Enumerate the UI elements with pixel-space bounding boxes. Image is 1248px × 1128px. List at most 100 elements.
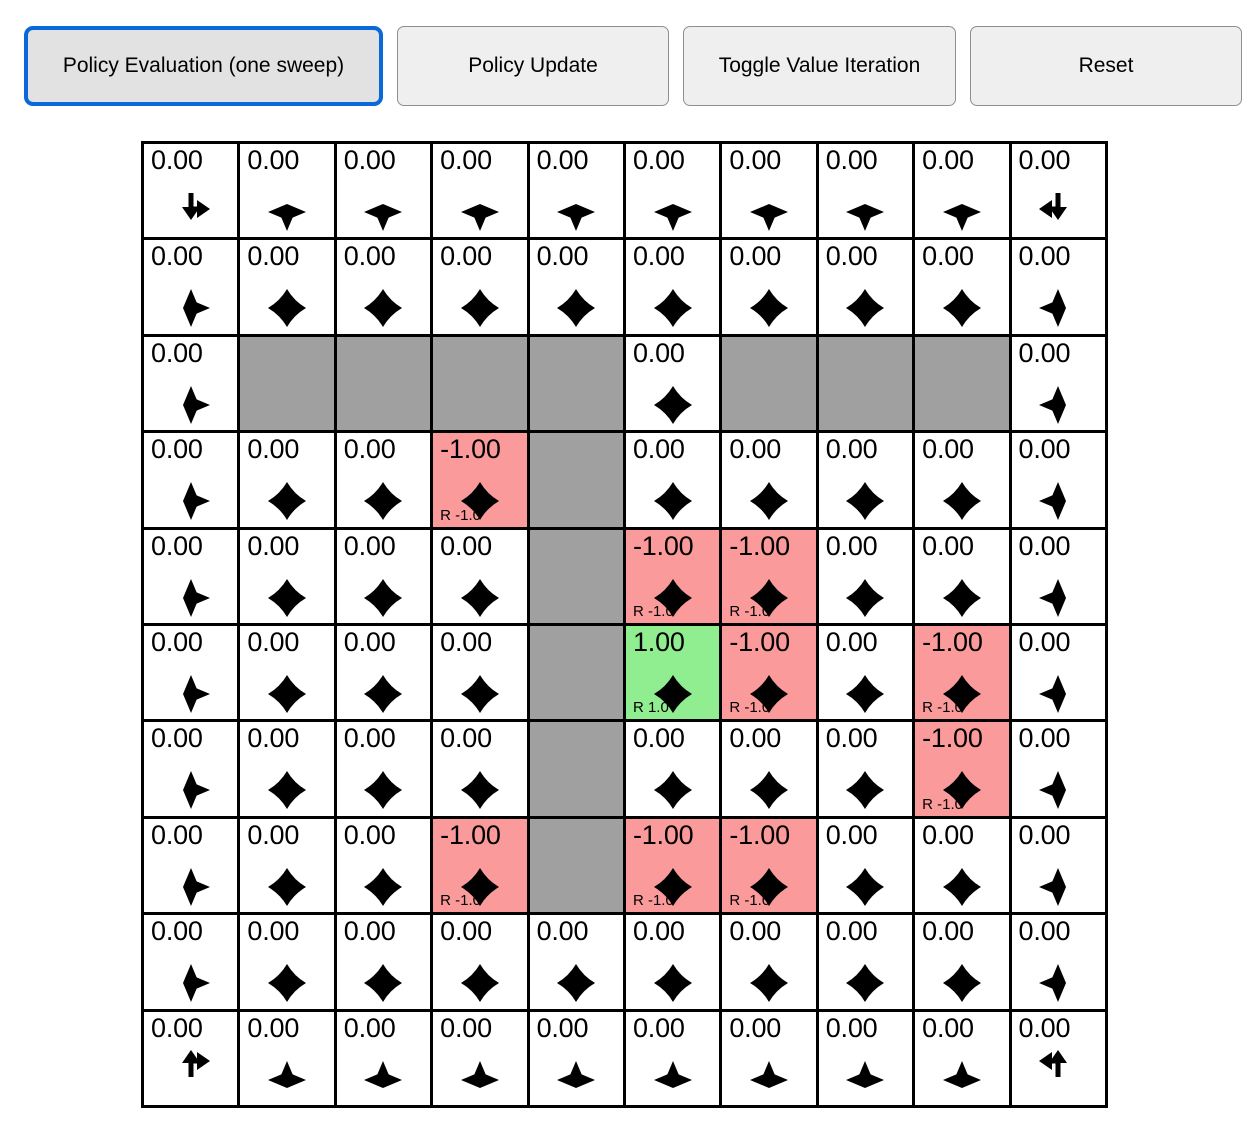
grid-cell[interactable]: 0.00 — [1011, 529, 1108, 626]
grid-cell[interactable]: 0.00 — [144, 915, 241, 1012]
grid-cell[interactable]: 0.00 — [818, 529, 916, 626]
grid-cell-wall[interactable] — [722, 336, 819, 434]
grid-cell[interactable]: 0.00 — [433, 722, 530, 819]
policy-evaluation-button[interactable]: Policy Evaluation (one sweep) — [24, 26, 383, 106]
grid-cell[interactable]: 0.00 — [144, 722, 241, 819]
grid-cell-wall[interactable] — [818, 336, 916, 434]
grid-cell[interactable]: 0.00 — [915, 240, 1012, 337]
grid-cell[interactable]: 0.00 — [240, 625, 337, 723]
grid-cell[interactable]: 0.00 — [722, 722, 819, 819]
grid-cell[interactable]: 0.00 — [818, 144, 916, 241]
grid-cell[interactable]: 0.00 — [915, 433, 1012, 530]
grid-cell-wall[interactable] — [529, 433, 626, 530]
grid-cell[interactable]: 0.00 — [1011, 433, 1108, 530]
grid-cell[interactable]: -1.00 R -1.0 — [915, 722, 1012, 819]
grid-cell-wall[interactable] — [529, 625, 626, 723]
grid-cell[interactable]: 0.00 — [433, 915, 530, 1012]
grid-cell[interactable]: 0.00 — [336, 1011, 434, 1108]
grid-cell[interactable]: 0.00 — [818, 722, 916, 819]
grid-cell[interactable]: 0.00 — [625, 433, 723, 530]
grid-cell[interactable]: 0.00 — [818, 240, 916, 337]
grid-cell[interactable]: 0.00 — [240, 722, 337, 819]
grid-cell[interactable]: 0.00 — [625, 722, 723, 819]
toggle-value-iteration-button[interactable]: Toggle Value Iteration — [683, 26, 956, 106]
grid-cell[interactable]: 0.00 — [240, 529, 337, 626]
grid-cell[interactable]: 0.00 — [144, 144, 241, 241]
grid-cell[interactable]: 0.00 — [336, 818, 434, 916]
grid-cell[interactable]: 0.00 — [722, 240, 819, 337]
grid-cell-wall[interactable] — [529, 336, 626, 434]
grid-cell[interactable]: 0.00 — [915, 144, 1012, 241]
grid-cell[interactable]: 0.00 — [433, 529, 530, 626]
grid-cell[interactable]: 0.00 — [144, 433, 241, 530]
grid-cell[interactable]: 0.00 — [722, 433, 819, 530]
grid-cell[interactable]: 0.00 — [433, 625, 530, 723]
grid-cell[interactable]: 0.00 — [144, 240, 241, 337]
grid-cell[interactable]: 0.00 — [1011, 240, 1108, 337]
grid-cell-wall[interactable] — [529, 818, 626, 916]
grid-cell[interactable]: 0.00 — [240, 240, 337, 337]
grid-cell[interactable]: 0.00 — [144, 818, 241, 916]
grid-cell[interactable]: 0.00 — [1011, 1011, 1108, 1108]
grid-cell[interactable]: 0.00 — [529, 1011, 626, 1108]
grid-cell[interactable]: 0.00 — [240, 433, 337, 530]
grid-cell[interactable]: 0.00 — [144, 529, 241, 626]
grid-cell[interactable]: 0.00 — [915, 915, 1012, 1012]
grid-cell[interactable]: 0.00 — [433, 1011, 530, 1108]
grid-cell[interactable]: 0.00 — [625, 144, 723, 241]
grid-cell[interactable]: 0.00 — [818, 915, 916, 1012]
grid-cell[interactable]: 0.00 — [529, 144, 626, 241]
grid-cell[interactable]: 0.00 — [240, 1011, 337, 1108]
grid-cell[interactable]: -1.00 R -1.0 — [722, 625, 819, 723]
grid-cell[interactable]: -1.00 R -1.0 — [722, 529, 819, 626]
grid-cell[interactable]: 0.00 — [240, 144, 337, 241]
grid-cell[interactable]: 0.00 — [818, 1011, 916, 1108]
grid-cell[interactable]: -1.00 R -1.0 — [722, 818, 819, 916]
grid-cell[interactable]: 0.00 — [625, 336, 723, 434]
grid-cell[interactable]: 0.00 — [1011, 915, 1108, 1012]
grid-cell[interactable]: 0.00 — [722, 144, 819, 241]
grid-cell[interactable]: 0.00 — [818, 818, 916, 916]
grid-cell[interactable]: 1.00 R 1.0 — [625, 625, 723, 723]
grid-cell[interactable]: 0.00 — [818, 625, 916, 723]
grid-cell[interactable]: 0.00 — [144, 1011, 241, 1108]
grid-cell[interactable]: 0.00 — [722, 915, 819, 1012]
grid-cell[interactable]: 0.00 — [144, 336, 241, 434]
grid-cell[interactable]: 0.00 — [915, 529, 1012, 626]
grid-cell[interactable]: 0.00 — [625, 1011, 723, 1108]
grid-cell-wall[interactable] — [529, 722, 626, 819]
grid-cell[interactable]: 0.00 — [433, 240, 530, 337]
grid-cell[interactable]: 0.00 — [1011, 336, 1108, 434]
grid-cell[interactable]: 0.00 — [915, 1011, 1012, 1108]
grid-cell[interactable]: 0.00 — [529, 240, 626, 337]
grid-cell[interactable]: -1.00 R -1.0 — [433, 818, 530, 916]
grid-cell[interactable]: 0.00 — [1011, 625, 1108, 723]
grid-cell[interactable]: 0.00 — [336, 722, 434, 819]
grid-cell[interactable]: 0.00 — [144, 625, 241, 723]
grid-cell[interactable]: 0.00 — [625, 915, 723, 1012]
grid-cell[interactable]: -1.00 R -1.0 — [625, 818, 723, 916]
grid-cell[interactable]: 0.00 — [336, 240, 434, 337]
grid-cell[interactable]: 0.00 — [336, 529, 434, 626]
grid-cell[interactable]: 0.00 — [1011, 818, 1108, 916]
grid-cell-wall[interactable] — [529, 529, 626, 626]
grid-cell[interactable]: 0.00 — [625, 240, 723, 337]
grid-cell[interactable]: 0.00 — [818, 433, 916, 530]
grid-cell[interactable]: 0.00 — [240, 915, 337, 1012]
grid-cell[interactable]: -1.00 R -1.0 — [433, 433, 530, 530]
grid-cell-wall[interactable] — [240, 336, 337, 434]
grid-cell[interactable]: 0.00 — [1011, 722, 1108, 819]
grid-cell[interactable]: 0.00 — [1011, 144, 1108, 241]
grid-cell-wall[interactable] — [915, 336, 1012, 434]
grid-cell-wall[interactable] — [433, 336, 530, 434]
grid-cell[interactable]: 0.00 — [336, 625, 434, 723]
grid-cell[interactable]: -1.00 R -1.0 — [915, 625, 1012, 723]
grid-cell[interactable]: 0.00 — [529, 915, 626, 1012]
grid-cell-wall[interactable] — [336, 336, 434, 434]
grid-cell[interactable]: 0.00 — [336, 144, 434, 241]
policy-update-button[interactable]: Policy Update — [397, 26, 669, 106]
grid-cell[interactable]: 0.00 — [240, 818, 337, 916]
grid-cell[interactable]: 0.00 — [722, 1011, 819, 1108]
grid-cell[interactable]: 0.00 — [336, 433, 434, 530]
grid-cell[interactable]: -1.00 R -1.0 — [625, 529, 723, 626]
